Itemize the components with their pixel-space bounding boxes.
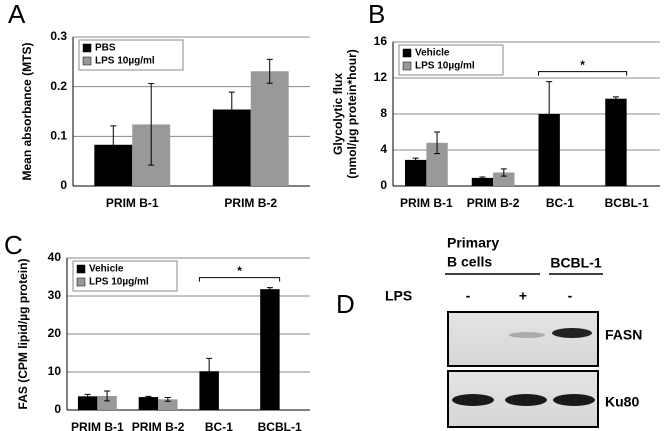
- x-tick-label: PRIM B-1: [400, 196, 453, 210]
- blot-band: [509, 332, 545, 338]
- legend-box: [72, 260, 178, 292]
- group-label: BCBL-1: [550, 255, 602, 271]
- y-tick-label: 0.1: [50, 129, 67, 143]
- blot-band: [452, 394, 494, 406]
- panel-letter: D: [336, 289, 355, 319]
- y-axis-label: Mean absorbance (MTS): [20, 42, 34, 180]
- panel-letter: A: [8, 0, 26, 29]
- legend-swatch: [402, 61, 412, 71]
- y-tick-label: 12: [374, 70, 388, 84]
- y-axis-label: (nmol/µg protein*hour): [345, 49, 359, 179]
- lane-label: -: [568, 288, 573, 304]
- row-label: LPS: [385, 288, 412, 304]
- lane-label: -: [466, 288, 471, 304]
- lane-label: +: [519, 288, 527, 304]
- error-bar: [104, 390, 111, 402]
- x-tick-label: PRIM B-2: [224, 196, 277, 210]
- panel-letter: C: [4, 230, 23, 260]
- legend-label: LPS 10µg/ml: [89, 277, 149, 288]
- legend-label: Vehicle: [415, 48, 450, 59]
- error-bar: [612, 96, 619, 101]
- y-axis-label: FAS (CPM lipid/µg protein): [16, 259, 30, 410]
- significance-bracket: [538, 71, 628, 76]
- x-tick-label: BCBL-1: [605, 196, 649, 210]
- group-label: Primary: [447, 235, 499, 251]
- y-tick-label: 0: [60, 178, 67, 192]
- error-bar: [164, 396, 171, 402]
- y-tick-label: 0.3: [50, 29, 67, 43]
- legend-label: PBS: [95, 43, 116, 54]
- bar: [471, 177, 494, 186]
- legend-swatch: [82, 56, 92, 66]
- bar: [97, 395, 117, 410]
- error-bar: [84, 393, 91, 399]
- bar: [77, 396, 98, 410]
- error-bar: [434, 131, 441, 155]
- band-label: FASN: [605, 327, 642, 343]
- y-tick-label: 30: [48, 288, 62, 302]
- legend-swatch: [402, 48, 412, 58]
- error-bar: [145, 395, 152, 399]
- error-bar: [266, 58, 273, 84]
- bar: [138, 397, 159, 410]
- bar: [158, 399, 178, 410]
- bar: [605, 98, 627, 186]
- bar: [250, 71, 289, 186]
- error-bar: [206, 357, 213, 385]
- x-tick-label: BC-1: [205, 420, 233, 431]
- blot-band: [553, 394, 595, 406]
- error-bar: [110, 125, 117, 165]
- x-tick-label: BCBL-1: [258, 420, 302, 431]
- bar: [199, 371, 219, 410]
- legend-label: LPS 10µg/ml: [95, 56, 155, 67]
- blot-band: [552, 328, 592, 338]
- error-bar: [546, 81, 553, 147]
- significance-label: *: [237, 264, 242, 278]
- x-tick-label: PRIM B-1: [106, 196, 159, 210]
- bar: [493, 172, 515, 186]
- bar: [538, 114, 560, 186]
- y-tick-label: 10: [48, 364, 62, 378]
- x-tick-label: BC-1: [546, 196, 574, 210]
- error-bar: [228, 91, 235, 128]
- y-tick-label: 16: [374, 34, 388, 48]
- error-bar: [266, 287, 273, 292]
- legend-label: Vehicle: [89, 264, 124, 275]
- bar: [260, 289, 280, 410]
- legend-swatch: [82, 43, 92, 53]
- legend-swatch: [76, 264, 86, 274]
- legend-swatch: [76, 277, 86, 287]
- y-tick-label: 20: [48, 326, 62, 340]
- y-tick-label: 4: [380, 142, 387, 156]
- blot-band: [505, 394, 547, 406]
- x-tick-label: PRIM B-2: [467, 196, 520, 210]
- error-bar: [479, 176, 486, 180]
- error-bar: [412, 157, 419, 163]
- band-label: Ku80: [605, 394, 639, 410]
- legend-box: [398, 44, 504, 76]
- y-tick-label: 0.2: [50, 79, 67, 93]
- panel-letter: B: [368, 0, 385, 29]
- blot: [447, 311, 599, 367]
- y-tick-label: 8: [380, 106, 387, 120]
- y-tick-label: 0: [54, 402, 61, 416]
- significance-bracket: [198, 277, 281, 282]
- significance-label: *: [580, 58, 585, 72]
- y-axis-label: Glycolytic flux: [331, 73, 345, 155]
- x-tick-label: PRIM B-2: [132, 420, 185, 431]
- x-tick-label: PRIM B-1: [71, 420, 124, 431]
- y-tick-label: 40: [48, 250, 62, 264]
- bar: [426, 142, 448, 186]
- y-tick-label: 0: [380, 178, 387, 192]
- error-bar: [500, 168, 507, 177]
- legend-box: [78, 39, 184, 71]
- bar: [405, 159, 427, 186]
- group-label: B cells: [447, 254, 492, 270]
- legend-label: LPS 10µg/ml: [415, 61, 475, 72]
- error-bar: [148, 83, 155, 166]
